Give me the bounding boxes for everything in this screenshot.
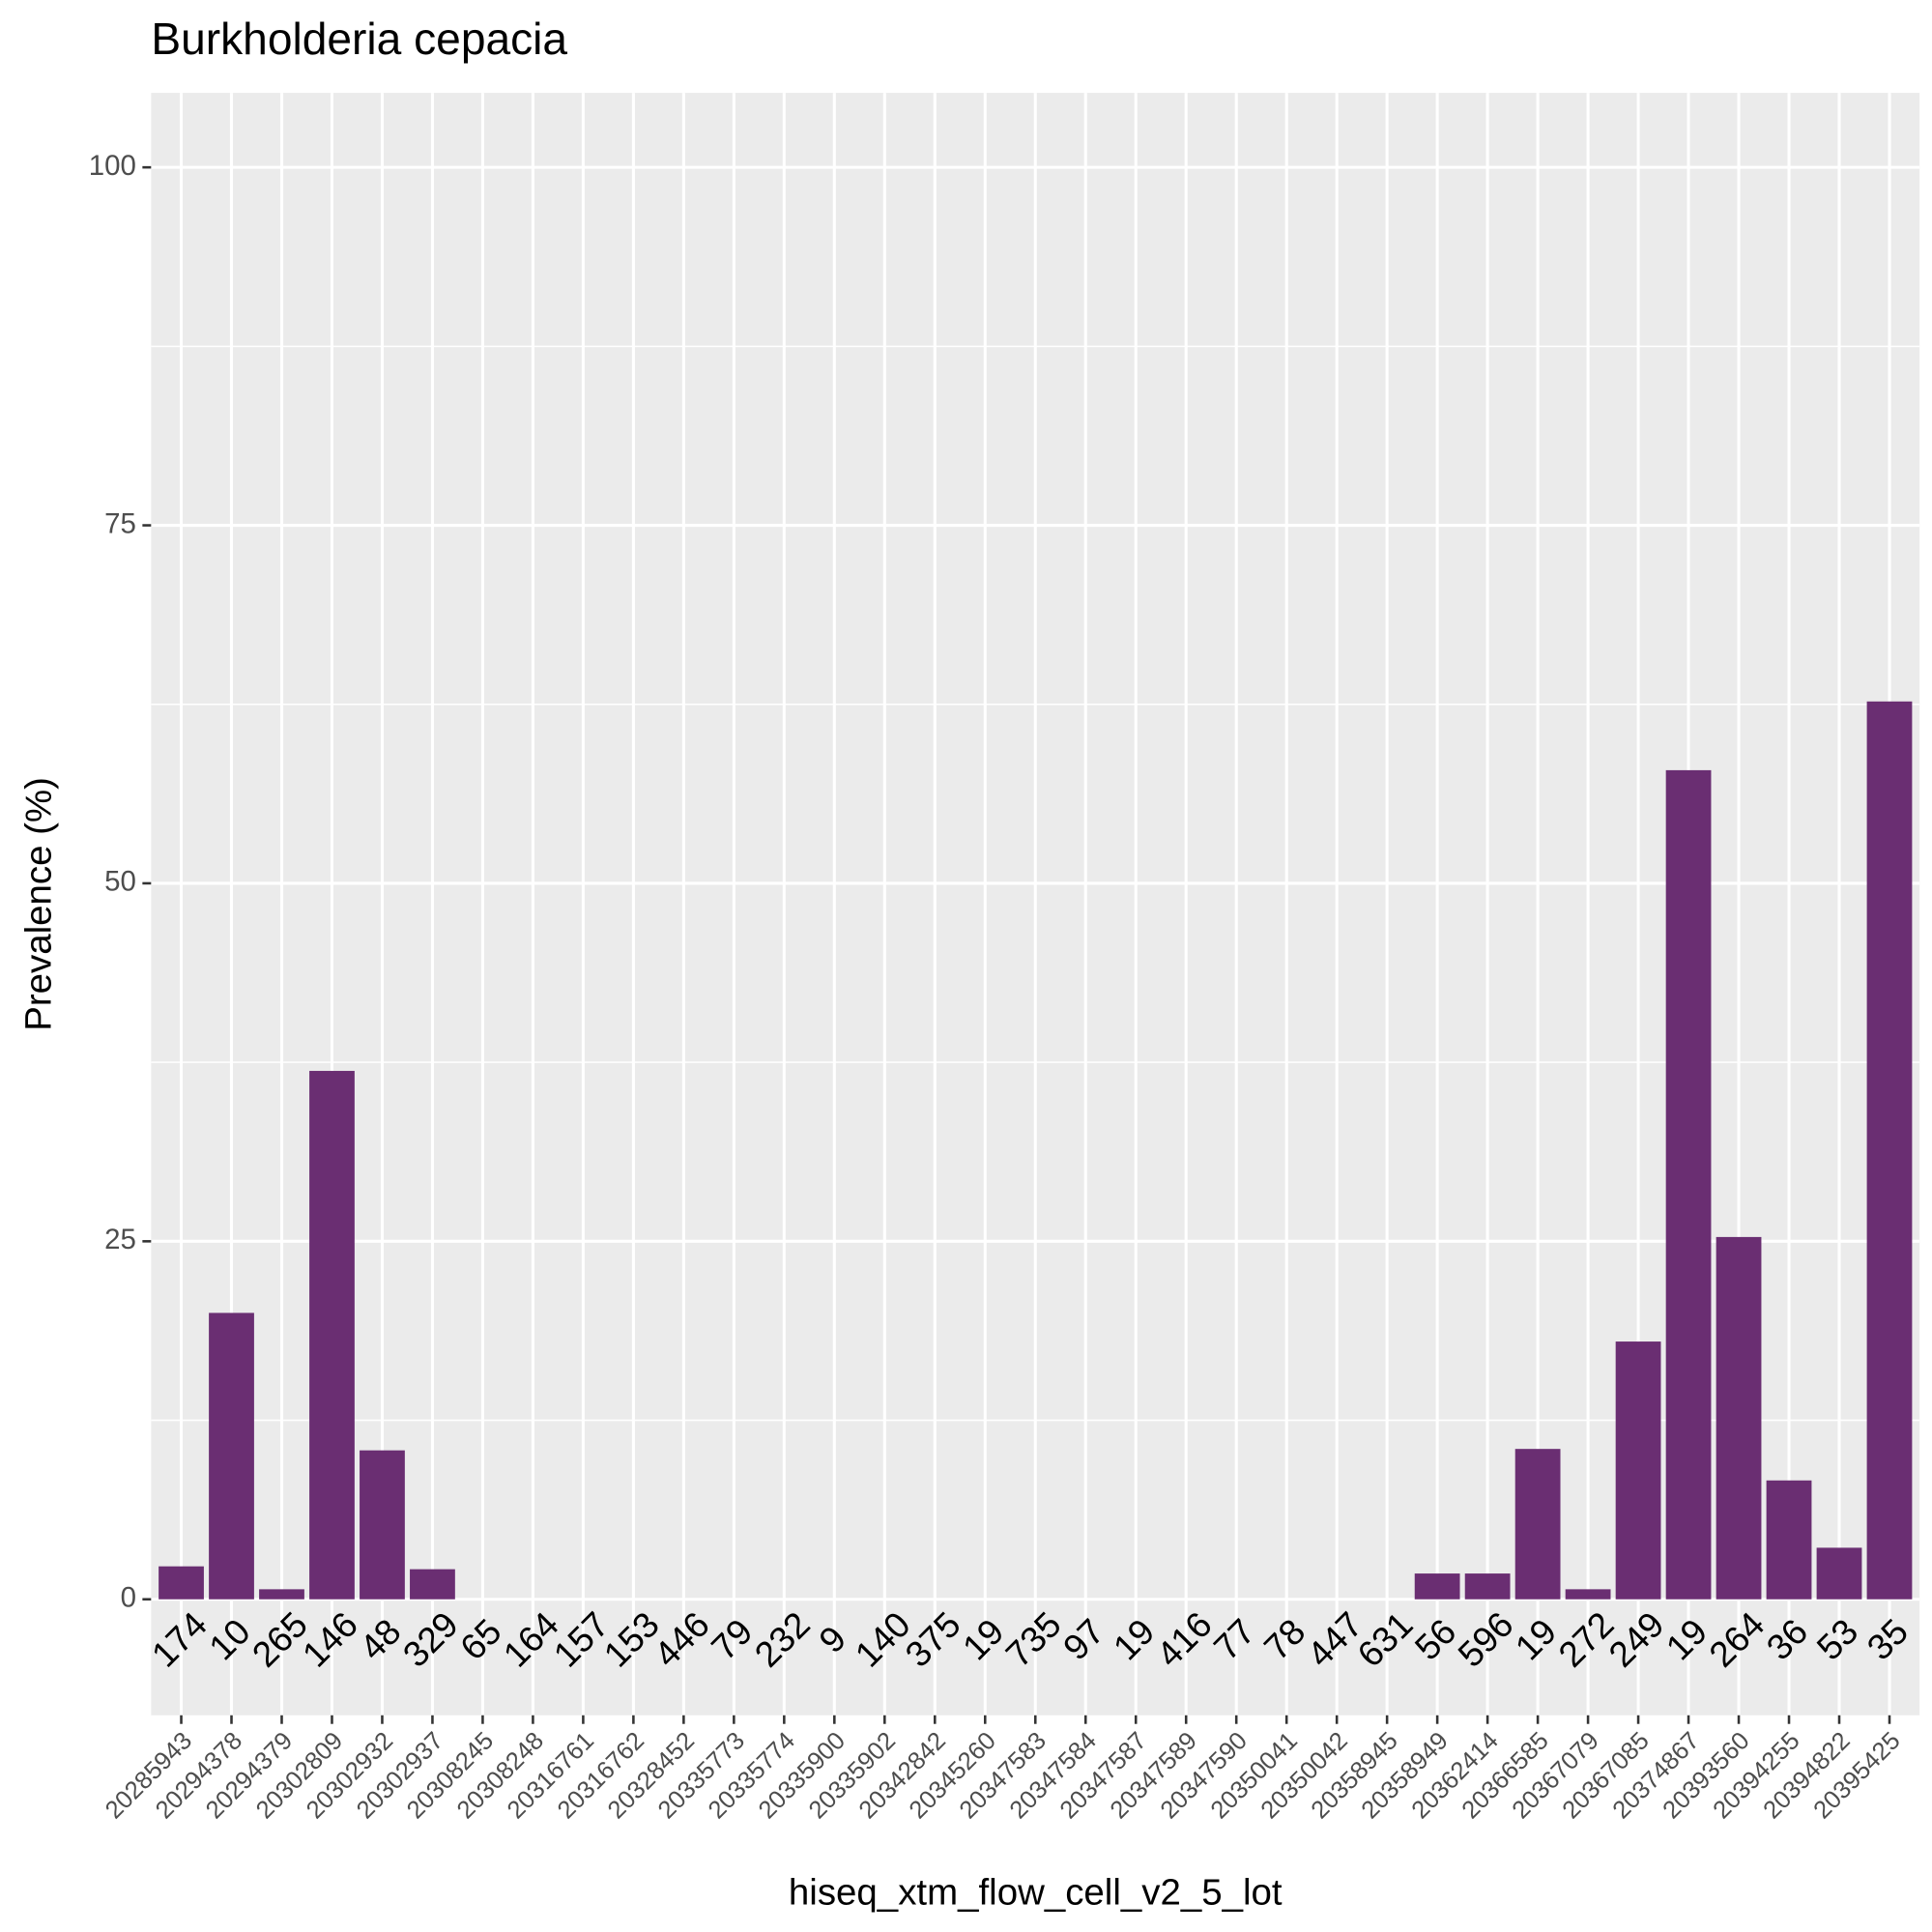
bar — [1866, 701, 1913, 1600]
x-axis-title: hiseq_xtm_flow_cell_v2_5_lot — [789, 1872, 1283, 1914]
bar — [1766, 1480, 1812, 1600]
bar — [1665, 769, 1712, 1600]
y-tick-label: 75 — [104, 507, 136, 539]
bar — [1615, 1341, 1661, 1600]
bar — [1565, 1589, 1611, 1600]
bar — [1816, 1547, 1862, 1600]
bar — [159, 1566, 204, 1600]
bar — [360, 1450, 405, 1600]
bar — [1464, 1573, 1511, 1600]
bar — [209, 1312, 254, 1600]
chart-title: Burkholderia cepacia — [151, 14, 567, 64]
y-tick-label: 100 — [89, 150, 136, 182]
y-tick-label: 25 — [104, 1224, 136, 1255]
bar — [1514, 1449, 1561, 1600]
bar — [1716, 1236, 1762, 1600]
y-tick-label: 50 — [104, 866, 136, 898]
y-tick-label: 0 — [121, 1582, 136, 1614]
bar — [259, 1589, 304, 1600]
y-axis-title: Prevalence (%) — [17, 777, 59, 1031]
marks — [159, 701, 1913, 1600]
bar — [309, 1071, 355, 1600]
bar — [1414, 1573, 1460, 1600]
bar — [410, 1569, 455, 1600]
